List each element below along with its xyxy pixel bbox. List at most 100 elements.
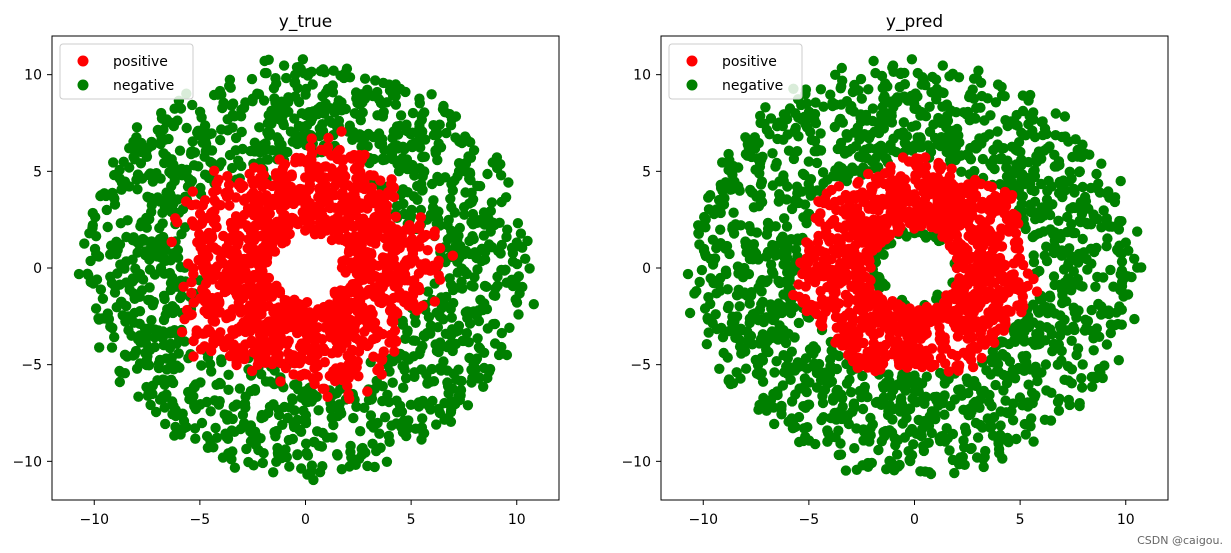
point-positive: [268, 307, 279, 318]
point-negative: [383, 79, 395, 90]
point-negative: [454, 222, 465, 234]
point-positive: [223, 179, 235, 190]
point-positive: [951, 230, 962, 241]
point-negative: [822, 436, 833, 447]
point-positive: [369, 212, 380, 223]
point-negative: [1092, 271, 1103, 283]
point-negative: [398, 361, 409, 372]
point-negative: [1030, 390, 1041, 401]
point-negative: [1105, 264, 1116, 276]
point-positive: [373, 326, 384, 337]
point-positive: [331, 332, 342, 343]
point-positive: [280, 297, 291, 308]
point-negative: [387, 90, 399, 101]
point-negative: [1061, 296, 1072, 307]
point-negative: [699, 303, 711, 314]
point-positive: [188, 351, 199, 362]
point-negative: [435, 311, 446, 322]
point-negative: [230, 132, 242, 144]
point-negative: [1045, 292, 1056, 303]
point-negative: [161, 389, 172, 400]
point-negative: [227, 122, 238, 133]
point-negative: [742, 238, 754, 250]
point-negative: [461, 328, 473, 339]
point-negative: [396, 406, 408, 417]
point-negative: [1031, 156, 1043, 168]
point-negative: [466, 377, 477, 388]
point-negative: [234, 383, 246, 394]
point-negative: [1064, 399, 1075, 411]
point-positive: [447, 250, 458, 261]
point-negative: [462, 400, 474, 411]
point-negative: [898, 379, 909, 391]
point-negative: [802, 399, 814, 410]
point-negative: [252, 434, 263, 445]
point-negative: [757, 314, 768, 325]
point-positive: [365, 236, 376, 247]
point-negative: [1066, 335, 1077, 346]
point-positive: [955, 191, 966, 202]
point-negative: [479, 280, 491, 292]
point-negative: [876, 399, 887, 410]
point-positive: [279, 159, 291, 170]
point-negative: [998, 369, 1009, 381]
point-negative: [703, 327, 714, 338]
point-negative: [1029, 165, 1040, 176]
point-negative: [772, 133, 783, 145]
point-negative: [493, 349, 505, 361]
point-negative: [1056, 250, 1068, 261]
point-negative: [734, 301, 745, 312]
point-positive: [373, 362, 385, 374]
point-negative: [846, 143, 857, 155]
point-negative: [300, 83, 312, 95]
point-negative: [862, 391, 873, 403]
point-positive: [387, 235, 399, 246]
point-negative: [370, 75, 381, 86]
point-negative: [1041, 255, 1053, 267]
point-negative: [112, 244, 123, 256]
point-positive: [840, 340, 851, 351]
point-negative: [1076, 373, 1087, 384]
point-negative: [520, 253, 531, 264]
point-negative: [750, 164, 761, 175]
point-negative: [1102, 233, 1113, 244]
point-negative: [969, 165, 980, 177]
point-negative: [937, 101, 948, 112]
point-negative: [405, 399, 417, 410]
point-negative: [425, 328, 436, 339]
y-tick-label: −10: [12, 454, 42, 470]
point-negative: [777, 231, 788, 242]
point-negative: [805, 126, 816, 138]
point-positive: [315, 183, 327, 194]
point-negative: [459, 209, 470, 220]
point-negative: [842, 410, 854, 421]
point-negative: [1009, 373, 1021, 384]
point-negative: [880, 377, 892, 389]
point-negative: [746, 338, 757, 349]
point-negative: [170, 421, 181, 433]
point-negative: [414, 348, 425, 360]
point-negative: [799, 111, 810, 123]
point-negative: [109, 331, 120, 343]
point-positive: [285, 181, 297, 193]
point-negative: [976, 386, 987, 397]
point-negative: [986, 421, 997, 432]
point-negative: [965, 142, 976, 154]
point-negative: [915, 466, 926, 477]
point-negative: [476, 243, 488, 254]
point-positive: [349, 287, 361, 298]
point-negative: [87, 220, 99, 231]
point-negative: [972, 432, 984, 443]
point-negative: [450, 132, 461, 143]
point-positive: [817, 321, 828, 332]
point-negative: [1132, 262, 1143, 273]
point-negative: [73, 268, 85, 280]
point-positive: [830, 287, 841, 298]
point-negative: [328, 65, 339, 76]
point-negative: [435, 365, 447, 376]
point-negative: [856, 93, 867, 104]
point-negative: [1105, 327, 1117, 339]
point-negative: [369, 461, 380, 473]
point-negative: [395, 110, 407, 121]
